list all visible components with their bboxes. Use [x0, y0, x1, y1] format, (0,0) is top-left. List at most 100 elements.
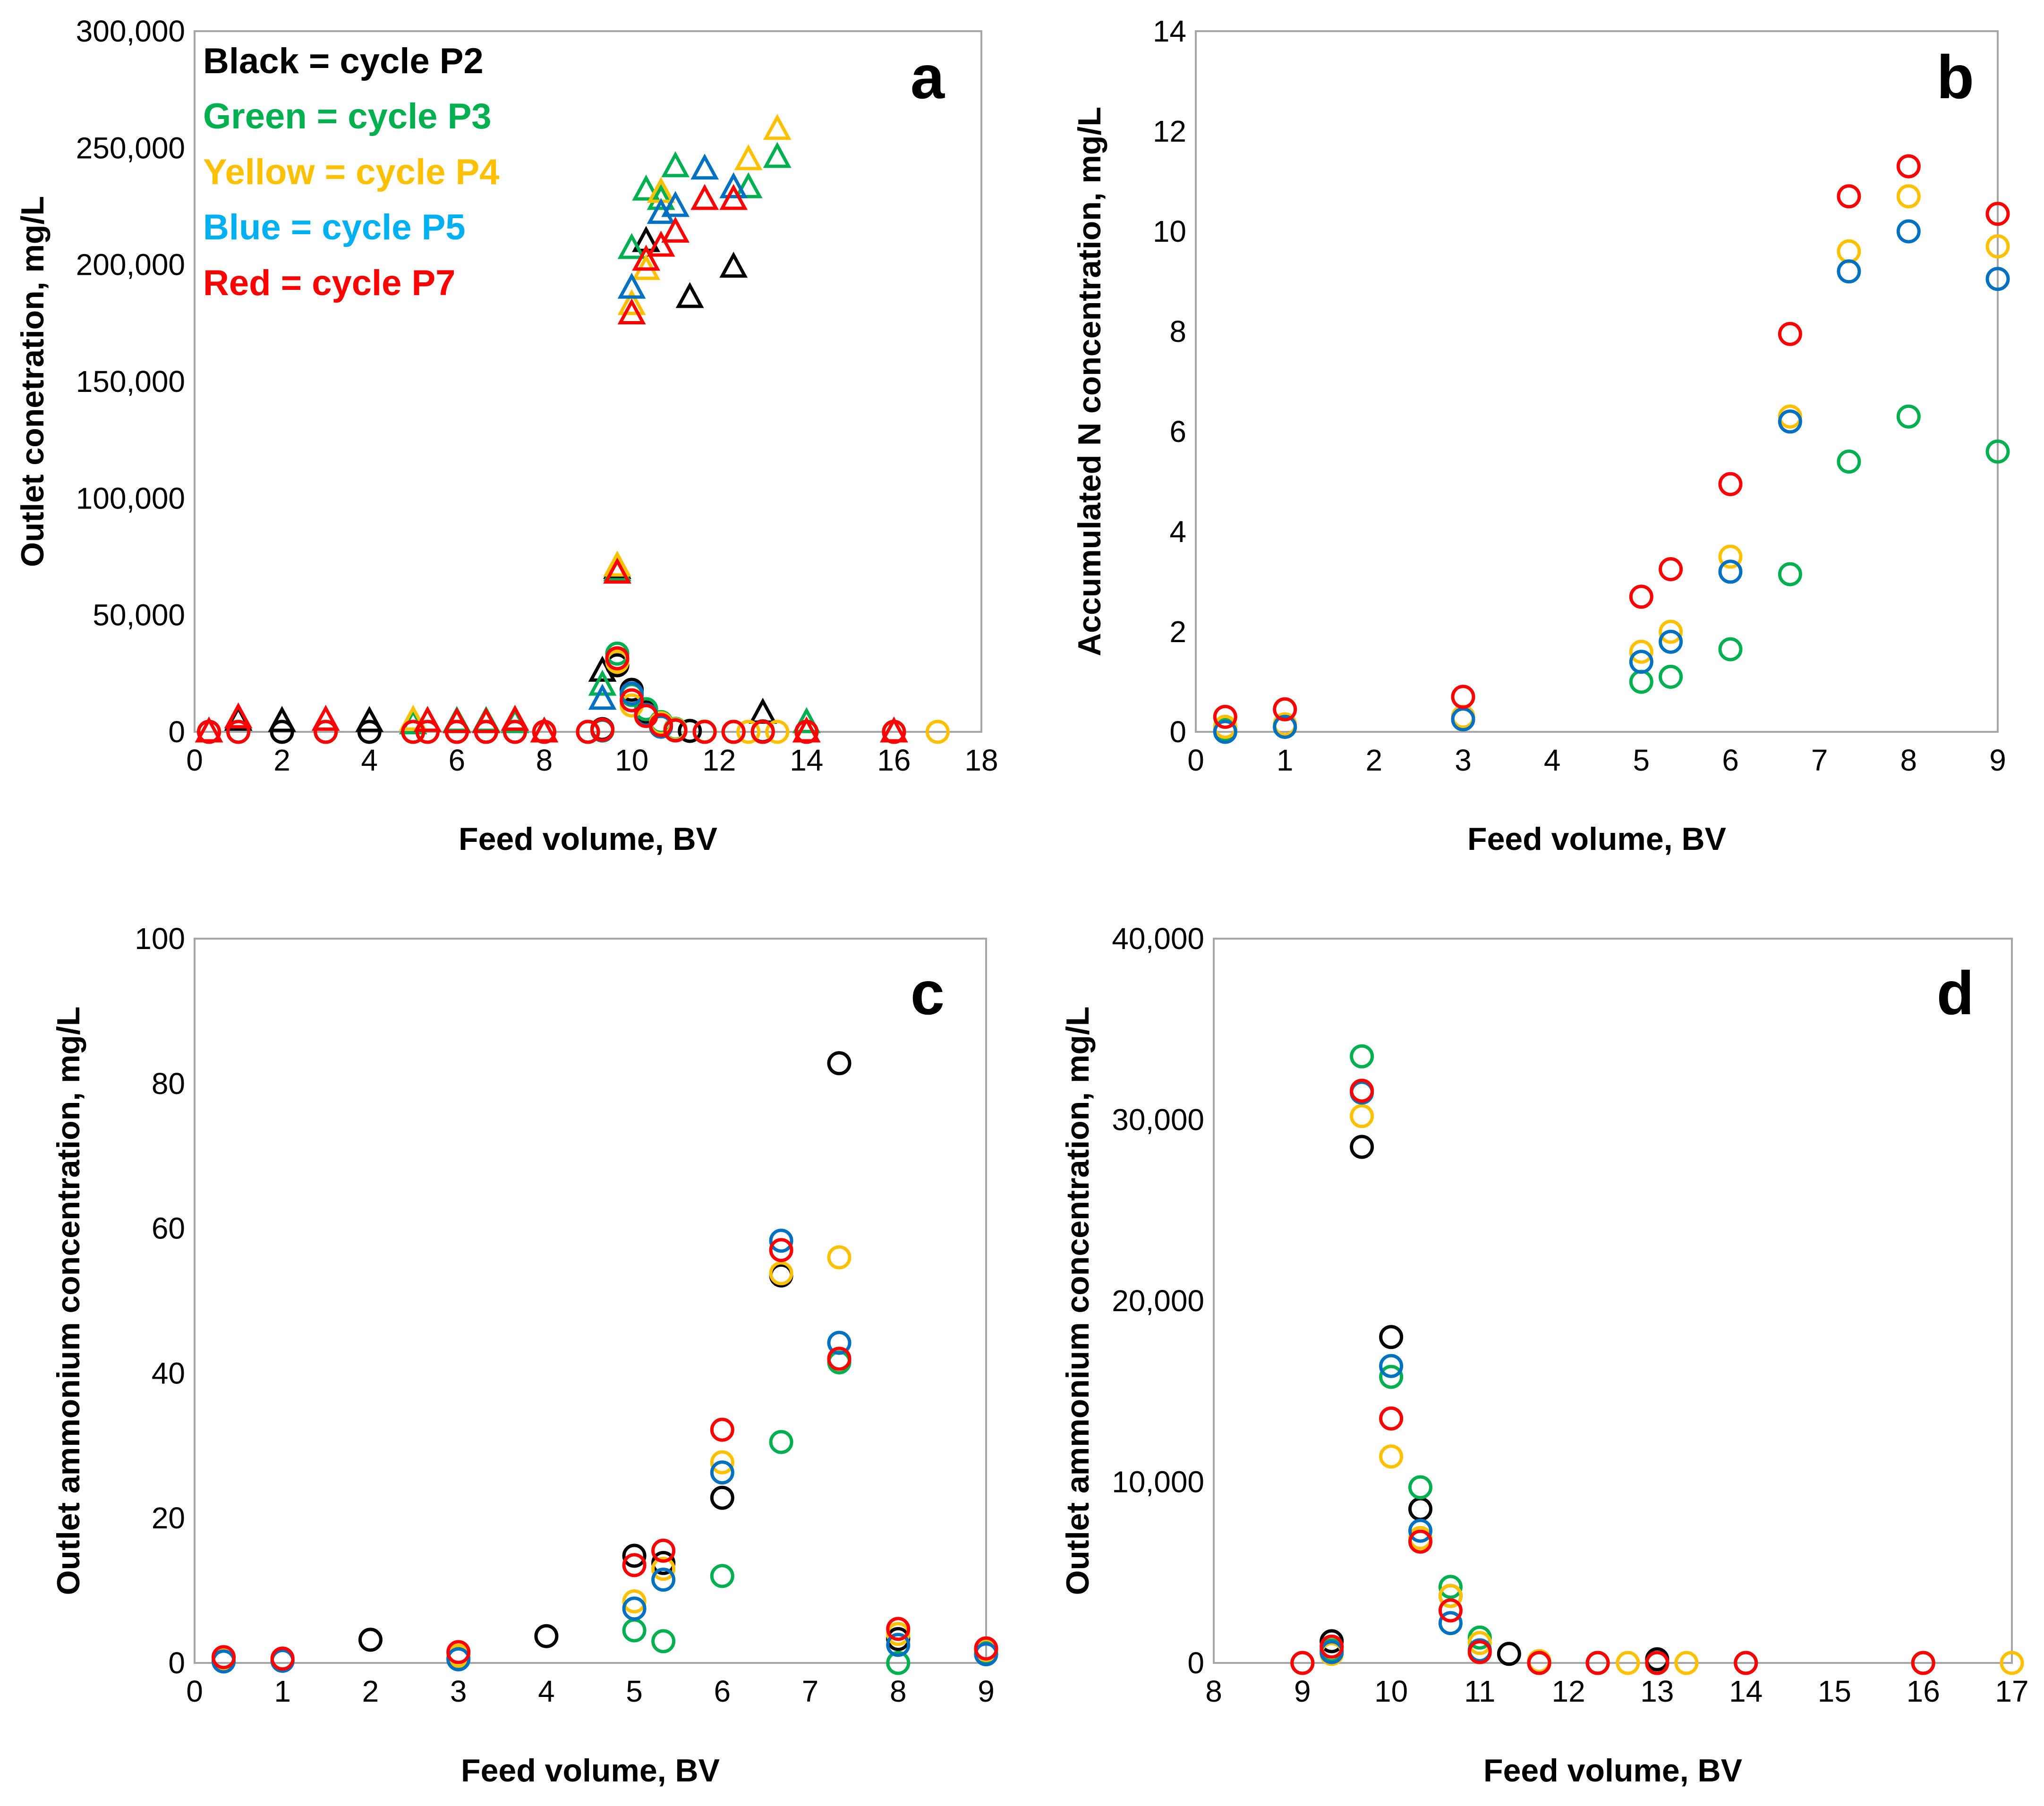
panel-a-point-p2-circle — [678, 719, 702, 743]
panel-b-point-p7 — [1896, 154, 1921, 178]
panel-c-point-p2 — [534, 1624, 559, 1648]
panel-a-x-tick-label: 14 — [790, 743, 823, 777]
panel-a-point-p3-triangle — [588, 670, 617, 696]
panel-b-x-tick-label: 8 — [1900, 743, 1917, 777]
legend-entry-p3: Green = cycle P3 — [203, 96, 492, 136]
panel-a-point-p7-triangle — [443, 707, 471, 733]
panel-d-x-tick-label: 10 — [1374, 1674, 1408, 1708]
panel-a-point-p4-circle — [765, 720, 790, 744]
panel-d-point-p5 — [1438, 1611, 1463, 1636]
panel-d-point-p3 — [1379, 1365, 1404, 1389]
panel-c-x-tick-label: 2 — [362, 1674, 379, 1708]
panel-b-x-axis-title: Feed volume, BV — [1467, 821, 1726, 857]
panel-d: 8 9 10 11 12 13 14 15 16 17 0 10,000 20,000 30,000 40,… — [1060, 922, 2029, 1789]
panel-c-point-p5 — [827, 1331, 852, 1355]
panel-d-point-p4 — [1616, 1651, 1640, 1675]
panel-d-point-p3 — [1438, 1575, 1463, 1599]
panel-a-point-p4-triangle — [603, 551, 631, 577]
panel-b-y-tick-label: 2 — [1169, 615, 1186, 649]
panel-a-point-p7-triangle — [195, 716, 223, 743]
panel-b-point-p3 — [1896, 404, 1921, 429]
panel-a-letter: a — [911, 42, 945, 111]
panel-c-plot-area — [194, 938, 987, 1664]
panel-b-letter: b — [1937, 42, 1974, 111]
panel-b-x-tick-label: 6 — [1722, 743, 1739, 777]
panel-c-point-p5 — [446, 1647, 471, 1671]
panel-a-point-p5-triangle — [719, 172, 748, 198]
panel-a-point-p3-triangle — [763, 142, 792, 168]
panel-c-point-p2 — [710, 1485, 734, 1510]
panel-a-x-tick-label: 12 — [702, 743, 736, 777]
panel-d-point-p5 — [1379, 1354, 1404, 1378]
panel-a-point-p7-circle — [721, 720, 746, 744]
panel-b-point-p3 — [1837, 449, 1861, 474]
panel-d-point-p7 — [1527, 1651, 1551, 1675]
panel-a-y-tick-label: 50,000 — [93, 598, 185, 632]
panel-c-point-p7 — [886, 1617, 911, 1641]
panel-c-point-p3 — [886, 1651, 911, 1675]
panel-b-point-p5 — [1659, 629, 1683, 654]
panel-d-x-tick-label: 16 — [1907, 1674, 1940, 1708]
panel-b-point-p7 — [1659, 557, 1683, 581]
panel-c-point-p3 — [651, 1629, 676, 1653]
panel-b-point-p5 — [1837, 259, 1861, 284]
panel-a-point-p2-triangle — [268, 706, 296, 732]
panel-b-point-p5 — [1273, 714, 1297, 739]
panel-d-point-p3 — [1408, 1475, 1432, 1500]
panel-a-y-tick-label: 300,000 — [76, 14, 185, 48]
panel-c-marks — [212, 1051, 998, 1675]
panel-a-point-p4-triangle — [399, 704, 427, 731]
panel-c-point-p5 — [622, 1596, 647, 1621]
panel-c-point-p2 — [827, 1051, 852, 1076]
panel-a-x-tick-label: 18 — [964, 743, 998, 777]
panel-a-plot-area — [194, 30, 982, 733]
panel-b-marks — [1213, 154, 2010, 744]
panel-b-point-p5 — [1985, 267, 2010, 291]
panel-c-point-p5 — [710, 1460, 734, 1485]
panel-b-point-p4 — [1659, 619, 1683, 644]
panel-a-point-p2-triangle — [588, 655, 617, 682]
panel-b-x-tick-label: 0 — [1187, 743, 1204, 777]
panel-a-x-tick-label: 8 — [536, 743, 553, 777]
panel-a-point-p2-triangle — [719, 251, 748, 278]
panel-d-y-tick-label: 0 — [1187, 1646, 1204, 1680]
panel-d-x-tick-label: 17 — [1995, 1674, 2028, 1708]
panel-d-x-tick-label: 11 — [1464, 1674, 1495, 1708]
panel-c-x-tick-label: 4 — [538, 1674, 555, 1708]
panel-c-point-p7 — [769, 1238, 793, 1263]
panel-a-point-p7-triangle — [647, 230, 675, 257]
panel-b-point-p4 — [1896, 184, 1921, 209]
panel-d-ticks: 8 9 10 11 12 13 14 15 16 17 0 10,000 20,000 30,000 40,… — [1112, 922, 2028, 1708]
panel-a-point-p7-triangle — [690, 184, 719, 210]
panel-d-point-p7 — [1911, 1651, 1935, 1675]
panel-b-point-p7 — [1213, 704, 1237, 729]
panel-c-point-p7 — [827, 1347, 852, 1371]
panel-a-point-p7-circle — [649, 713, 673, 738]
panel-a-point-p7-triangle — [617, 298, 646, 324]
panel-a-y-tick-label: 250,000 — [76, 131, 185, 165]
panel-a-x-tick-label: 0 — [186, 743, 203, 777]
panel-c-y-tick-label: 0 — [168, 1646, 185, 1680]
panel-b-point-p3 — [1778, 562, 1802, 586]
panel-a-point-p5-triangle — [690, 153, 719, 180]
panel-d-point-p3 — [1350, 1044, 1374, 1068]
panel-b-x-tick-label: 4 — [1544, 743, 1561, 777]
panel-c-y-tick-label: 40 — [152, 1356, 185, 1390]
panel-b-x-tick-label: 7 — [1811, 743, 1828, 777]
panel-c-x-tick-label: 7 — [802, 1674, 819, 1708]
panel-c-point-p5 — [769, 1229, 793, 1253]
panel-b-point-p3 — [1718, 637, 1743, 661]
panel-c-point-p7 — [212, 1645, 236, 1670]
panel-b-point-p5 — [1451, 707, 1475, 731]
panel-c-point-p2 — [358, 1628, 383, 1652]
panel-d-point-p2 — [1350, 1135, 1374, 1159]
panel-b-y-tick-label: 14 — [1153, 14, 1186, 48]
panel-c-x-tick-label: 8 — [890, 1674, 907, 1708]
panel-a-point-p7-triangle — [719, 184, 748, 210]
panel-b-y-axis-title: Accumulated N concentration, mg/L — [1072, 107, 1107, 656]
panel-d-point-p2 — [1497, 1642, 1521, 1666]
panel-c-point-p7 — [446, 1640, 471, 1664]
panel-d-point-p2 — [1379, 1325, 1404, 1349]
panel-c-point-p3 — [769, 1430, 793, 1454]
panel-c-y-axis-title: Outlet ammonium concentration, mg/L — [51, 1007, 86, 1595]
